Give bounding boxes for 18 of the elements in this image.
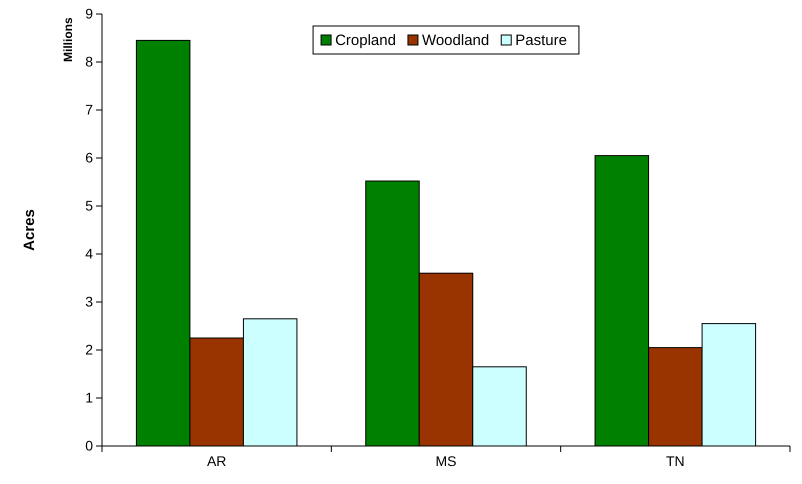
x-tick-label: TN (666, 452, 685, 469)
y-axis-title: Acres (21, 209, 38, 251)
y-tick-label: 8 (85, 53, 94, 70)
text: Millions (61, 17, 75, 62)
y-tick-label: 9 (85, 5, 94, 22)
y-tick-label: 3 (85, 293, 94, 310)
y-tick-label: 5 (85, 197, 94, 214)
y-tick-label: 2 (85, 341, 94, 358)
legend-label: Pasture (515, 32, 567, 49)
legend-label: Cropland (335, 32, 396, 49)
y-tick-label: 6 (85, 149, 94, 166)
y-tick-label: 1 (85, 389, 94, 406)
y-tick-label: 4 (85, 245, 94, 262)
y-tick-label: 0 (85, 437, 94, 454)
x-tick-label: MS (436, 452, 456, 469)
x-tick-label: AR (206, 452, 226, 469)
legend-label: Woodland (422, 32, 490, 49)
y-tick-label: 7 (85, 101, 94, 118)
